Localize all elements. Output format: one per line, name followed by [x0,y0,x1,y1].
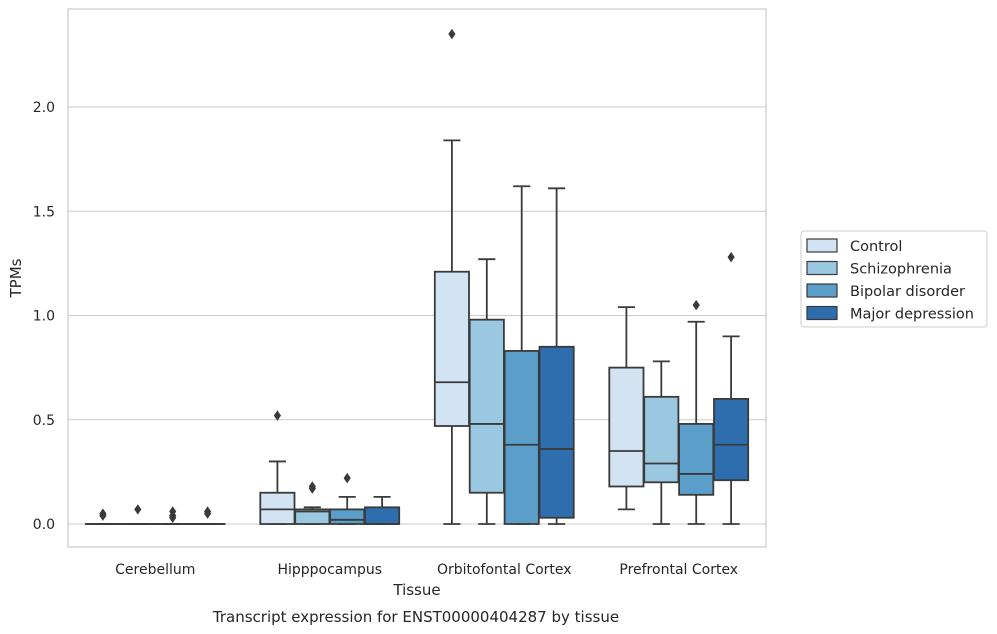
legend-swatch [806,283,838,298]
outlier-point [343,472,351,484]
legend-label: Major depression [850,307,974,323]
box-bipolar-disorder [503,185,540,525]
outlier-point [308,481,316,492]
outlier-point [204,506,212,517]
x-tick-label: Prefrontal Cortex [619,562,738,578]
x-tick-label: Hipppocampus [277,562,382,578]
legend-frame [800,230,988,328]
chart-title: Transcript expression for ENST0000040428… [212,608,619,626]
box-body [503,350,540,525]
box-major-depression [189,506,226,525]
box-control [259,410,296,525]
box-schizophrenia [294,481,331,525]
box-body [259,491,296,525]
box-body [608,366,645,488]
box-control [608,306,645,511]
legend-swatch [806,260,838,276]
legend-label: Control [850,239,902,255]
box-body [433,270,470,427]
outlier-point [134,504,142,515]
legend-swatch [806,305,838,321]
box-schizophrenia [468,258,505,525]
outlier-point [99,508,107,519]
outlier-point [448,28,456,40]
y-tick-label: 1.5 [33,204,55,220]
y-tick-label: 0.0 [33,517,55,533]
outlier-point [273,410,281,421]
legend-label: Bipolar disorder [850,284,965,300]
box-body [364,506,401,525]
y-tick-label: 2.0 [33,100,55,116]
y-tick-label: 0.5 [33,413,55,429]
y-axis-label: TPMs [7,258,25,298]
box-body [468,318,505,494]
box-major-depression [713,251,750,525]
box-body [713,397,750,482]
plot-frame [67,8,767,548]
box-bipolar-disorder [329,472,366,525]
box-major-depression [364,495,401,525]
box-body [538,345,575,519]
box-body [678,423,715,496]
x-tick-labels: Cerebellum Hipppocampus Orbitofontal Corte… [115,562,738,578]
legend-label: Schizophrenia [850,262,952,278]
box-major-depression [538,187,575,525]
box-control [433,28,470,525]
box-bipolar-disorder [678,299,715,525]
legend: Control Schizophrenia Bipolar disorder Majo… [800,230,988,328]
outlier-point [169,506,177,517]
y-tick-labels: 0.0 0.5 1.0 1.5 2.0 [33,100,55,533]
box-schizophrenia [119,504,156,525]
box-control [84,508,121,525]
outlier-point [727,251,735,263]
box-schizophrenia [643,360,680,525]
y-tick-label: 1.0 [33,309,55,325]
x-tick-label: Cerebellum [115,562,195,578]
box-bipolar-disorder [154,506,191,525]
box-body [329,508,366,525]
legend-swatch [806,238,838,253]
plot-boxes [84,28,750,525]
box-body [643,395,680,484]
outlier-point [692,299,700,311]
x-tick-label: Orbitofontal Cortex [437,562,572,578]
x-axis-label: Tissue [392,581,440,599]
